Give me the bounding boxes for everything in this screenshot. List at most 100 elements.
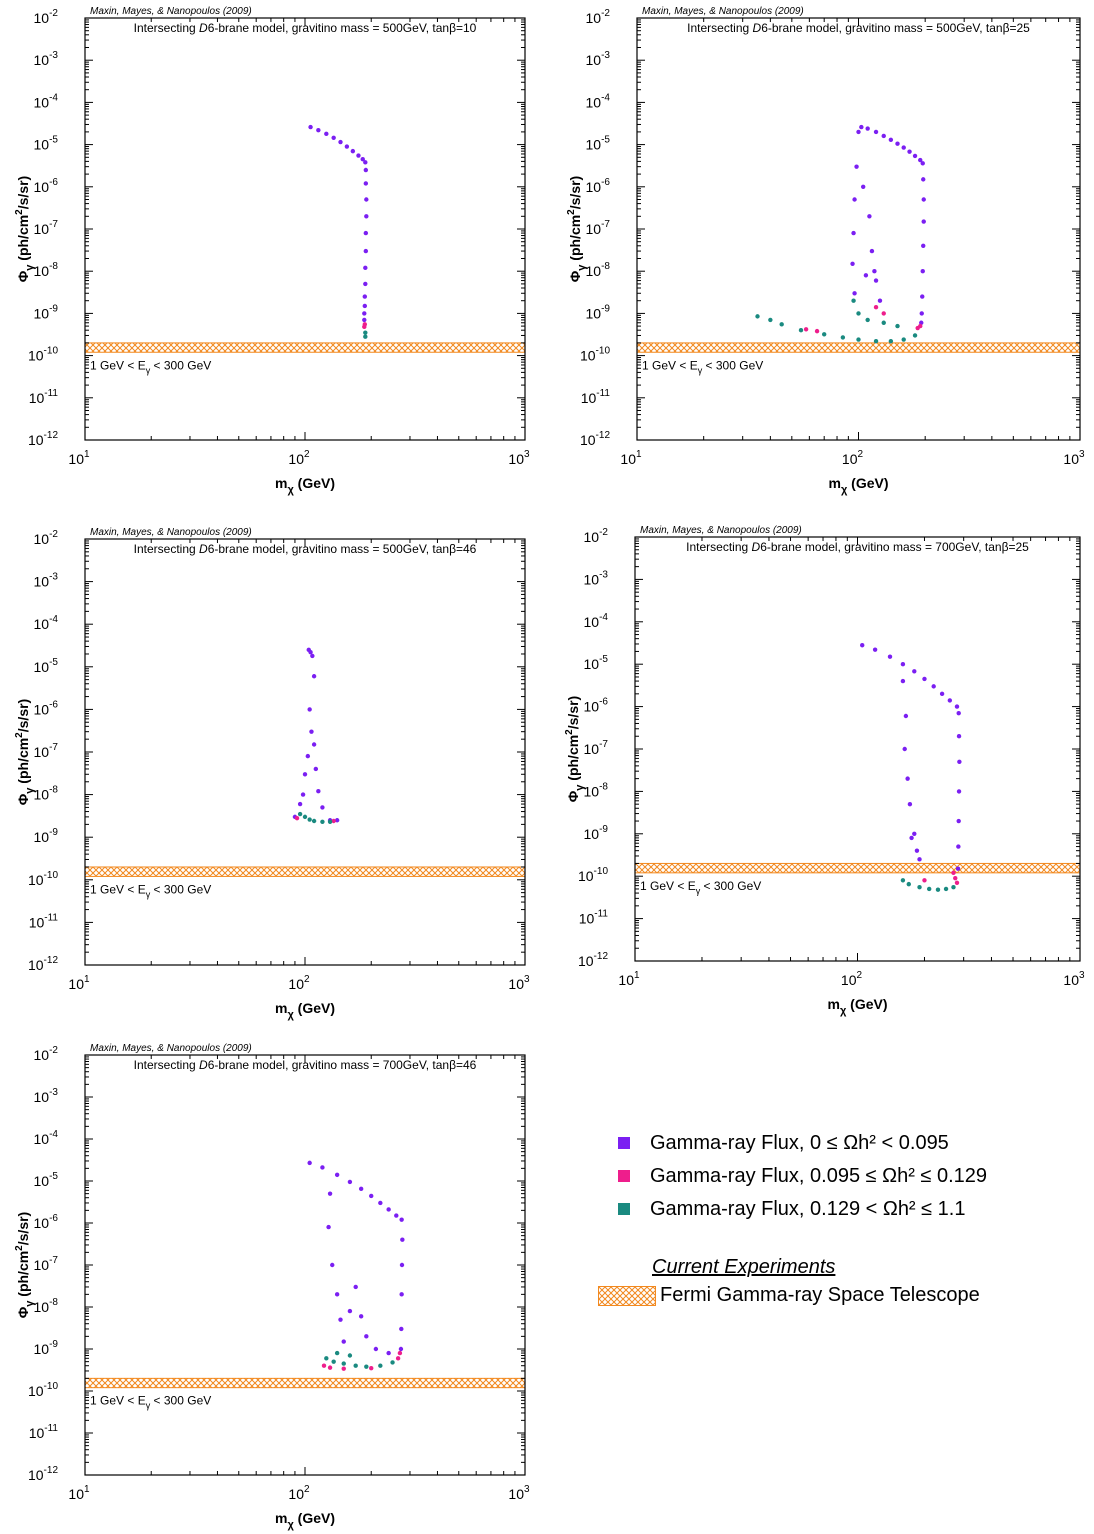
data-point-purple — [326, 1224, 331, 1230]
legend-swatch-purple — [618, 1137, 630, 1149]
y-tick-label: 10-7 — [586, 219, 611, 237]
data-point-teal — [378, 1363, 383, 1368]
data-point-purple — [881, 133, 886, 139]
data-point-teal — [917, 885, 922, 890]
data-point-purple — [921, 219, 926, 224]
data-point-purple — [341, 1339, 346, 1344]
data-point-purple — [338, 1317, 343, 1322]
y-tick-label: 10-8 — [586, 261, 611, 279]
data-point-purple — [363, 167, 369, 173]
data-point-teal — [779, 322, 784, 327]
data-point-purple — [378, 1200, 383, 1206]
y-tick-label: 10-8 — [34, 785, 59, 803]
x-tick-label: 102 — [288, 449, 310, 467]
data-point-teal — [821, 332, 827, 337]
data-point-magenta — [922, 878, 927, 883]
data-point-purple — [386, 1207, 391, 1212]
data-point-purple — [324, 131, 329, 137]
y-tick-label: 10-7 — [34, 742, 59, 760]
data-point-purple — [399, 1326, 404, 1332]
data-point-teal — [307, 817, 312, 822]
data-point-purple — [363, 281, 368, 287]
y-tick-label: 10-11 — [29, 388, 59, 406]
credit-label: Maxin, Mayes, & Nanopoulos (2009) — [90, 527, 252, 538]
data-point-purple — [900, 678, 906, 684]
data-point-purple — [363, 265, 368, 271]
data-point-purple — [863, 273, 869, 278]
x-tick-label: 103 — [508, 1484, 530, 1502]
data-point-purple — [330, 1262, 335, 1268]
y-tick-label: 10-9 — [34, 1339, 59, 1357]
data-point-purple — [920, 161, 925, 166]
y-tick-label: 10-6 — [584, 697, 609, 715]
data-point-purple — [920, 294, 925, 299]
y-axis-label: Φγ (ph/cm2/s/sr) — [14, 176, 36, 282]
data-point-purple — [912, 831, 917, 836]
y-tick-label: 10-9 — [584, 824, 609, 842]
x-axis-label: mχ (GeV) — [275, 475, 335, 496]
data-point-teal — [363, 334, 368, 339]
data-point-purple — [905, 776, 910, 781]
y-tick-label: 10-11 — [581, 388, 611, 406]
band-label: 1 GeV < Eγ < 300 GeV — [642, 358, 763, 375]
y-tick-label: 10-9 — [34, 827, 59, 845]
data-point-magenta — [803, 327, 809, 332]
data-point-purple — [852, 291, 857, 296]
data-point-teal — [895, 323, 900, 329]
x-axis-label: mχ (GeV) — [827, 996, 887, 1017]
y-tick-label: 10-12 — [580, 430, 610, 448]
legend-swatch-magenta — [618, 1170, 630, 1182]
x-tick-label: 103 — [508, 449, 530, 467]
data-point-purple — [353, 1284, 358, 1290]
data-point-purple — [912, 153, 918, 159]
data-point-purple — [939, 691, 945, 697]
data-point-teal — [320, 819, 325, 824]
data-point-purple — [956, 818, 961, 824]
data-point-purple — [400, 1237, 405, 1242]
data-point-purple — [363, 181, 369, 186]
data-point-teal — [901, 337, 906, 342]
data-point-purple — [887, 654, 893, 659]
y-tick-label: 10-7 — [34, 1255, 59, 1273]
data-point-teal — [926, 886, 932, 892]
y-tick-label: 10-6 — [34, 699, 59, 717]
data-point-purple — [356, 153, 361, 158]
credit-label: Maxin, Mayes, & Nanopoulos (2009) — [90, 1043, 252, 1054]
y-tick-label: 10-6 — [586, 177, 611, 195]
credit-label: Maxin, Mayes, & Nanopoulos (2009) — [642, 6, 804, 17]
data-point-teal — [873, 338, 879, 344]
data-point-purple — [873, 278, 879, 283]
data-point-purple — [399, 1217, 404, 1222]
legend-heading: Current Experiments — [652, 1256, 836, 1278]
data-point-teal — [798, 327, 804, 333]
data-point-purple — [316, 789, 321, 794]
data-point-purple — [895, 141, 900, 146]
data-point-purple — [363, 160, 368, 165]
data-point-purple — [956, 844, 961, 849]
data-point-teal — [755, 314, 760, 319]
data-point-purple — [338, 139, 343, 145]
data-point-purple — [363, 230, 369, 236]
data-point-magenta — [915, 325, 920, 331]
x-tick-label: 101 — [620, 449, 642, 467]
legend-item-teal: Gamma-ray Flux, 0.129 < Ωh² ≤ 1.1 — [590, 1194, 966, 1224]
data-point-purple — [300, 792, 306, 797]
data-point-purple — [334, 1292, 340, 1297]
data-point-purple — [859, 124, 864, 130]
data-point-purple — [867, 214, 872, 219]
y-tick-label: 10-3 — [584, 569, 609, 587]
data-point-purple — [350, 148, 356, 154]
data-point-purple — [334, 818, 340, 823]
data-point-magenta — [331, 818, 336, 824]
y-tick-label: 10-8 — [34, 261, 59, 279]
y-axis-label: Φγ (ph/cm2/s/sr) — [14, 1212, 36, 1318]
data-point-purple — [334, 1172, 340, 1178]
data-point-purple — [856, 129, 861, 135]
data-point-purple — [917, 857, 922, 862]
data-point-purple — [320, 1165, 325, 1170]
y-tick-label: 10-8 — [584, 781, 609, 799]
data-point-teal — [363, 330, 368, 335]
y-tick-label: 10-12 — [28, 955, 58, 973]
data-point-magenta — [951, 870, 956, 876]
